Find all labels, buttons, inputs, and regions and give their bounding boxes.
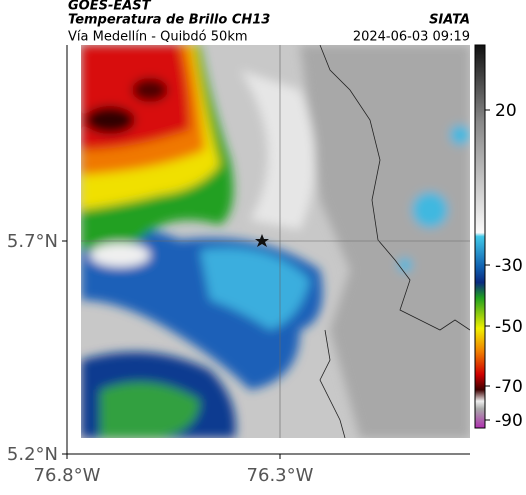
colorbar-tick-label: -90 <box>495 411 523 431</box>
colorbar-tick-label: -50 <box>495 317 523 337</box>
lat-tick-label: 5.7°N <box>7 231 58 252</box>
map-axes <box>62 45 470 459</box>
lon-tick-label: 76.8°W <box>34 465 101 486</box>
agency: SIATA <box>429 13 470 28</box>
satellite-image <box>81 45 470 438</box>
lon-tick-label: 76.3°W <box>247 465 314 486</box>
source: GOES-EAST <box>68 0 152 14</box>
colorbar <box>474 44 486 429</box>
subtitle: Vía Medellín - Quibdó 50km <box>68 30 248 45</box>
title: Temperatura de Brillo CH13 <box>68 13 270 28</box>
colorbar-ticks <box>485 109 490 421</box>
colorbar-tick-label: -70 <box>495 377 523 397</box>
colorbar-tick-label: 20 <box>495 101 517 121</box>
colorbar-tick-label: -30 <box>495 256 523 276</box>
timestamp: 2024-06-03 09:19 <box>353 30 470 45</box>
lat-tick-label: 5.2°N <box>7 444 58 465</box>
